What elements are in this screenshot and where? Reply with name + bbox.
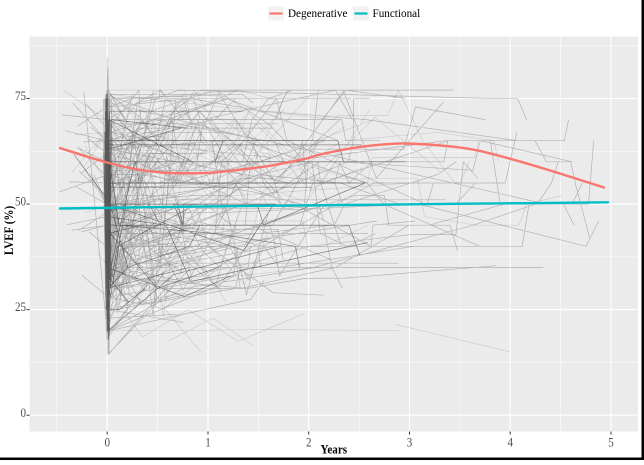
svg-text:3: 3	[407, 435, 413, 450]
svg-text:0: 0	[104, 435, 110, 450]
svg-text:2: 2	[306, 435, 312, 450]
svg-text:75: 75	[15, 88, 26, 103]
svg-text:Years: Years	[321, 442, 348, 457]
svg-text:Functional: Functional	[373, 7, 421, 20]
svg-text:25: 25	[15, 299, 26, 314]
svg-text:50: 50	[15, 194, 26, 209]
svg-text:LVEF (%): LVEF (%)	[1, 206, 16, 255]
svg-text:4: 4	[507, 435, 513, 450]
svg-text:1: 1	[205, 435, 211, 450]
svg-text:5: 5	[608, 435, 614, 450]
svg-text:0: 0	[20, 405, 26, 420]
svg-text:Degenerative: Degenerative	[288, 7, 347, 20]
